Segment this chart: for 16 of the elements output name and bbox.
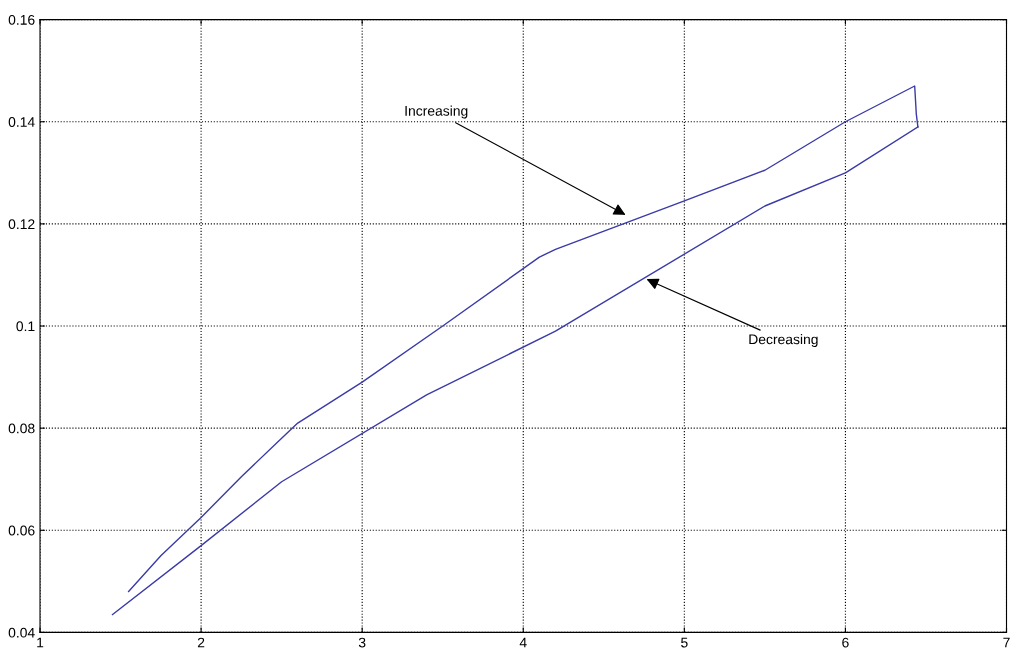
y-tick-label: 0.04 — [8, 627, 35, 638]
annotation: Decreasing — [749, 334, 818, 347]
x-tick-label: 2 — [197, 637, 205, 648]
x-tick-label: 3 — [358, 637, 366, 648]
y-tick-label: 0.12 — [8, 219, 35, 230]
x-tick-label: 6 — [842, 637, 849, 648]
y-tick-label: 0.16 — [8, 14, 35, 25]
x-tick-label: 1 — [37, 637, 44, 648]
x-tick-label: 4 — [519, 637, 527, 648]
x-tick-label: 7 — [1003, 637, 1010, 648]
x-tick-label: 5 — [681, 637, 688, 648]
y-tick-label: 0.06 — [8, 525, 35, 536]
y-tick-label: 0.08 — [8, 423, 35, 434]
annotation: Increasing — [405, 105, 468, 119]
y-tick-label: 0.14 — [8, 117, 35, 127]
y-tick-label: 0.1 — [16, 321, 35, 332]
